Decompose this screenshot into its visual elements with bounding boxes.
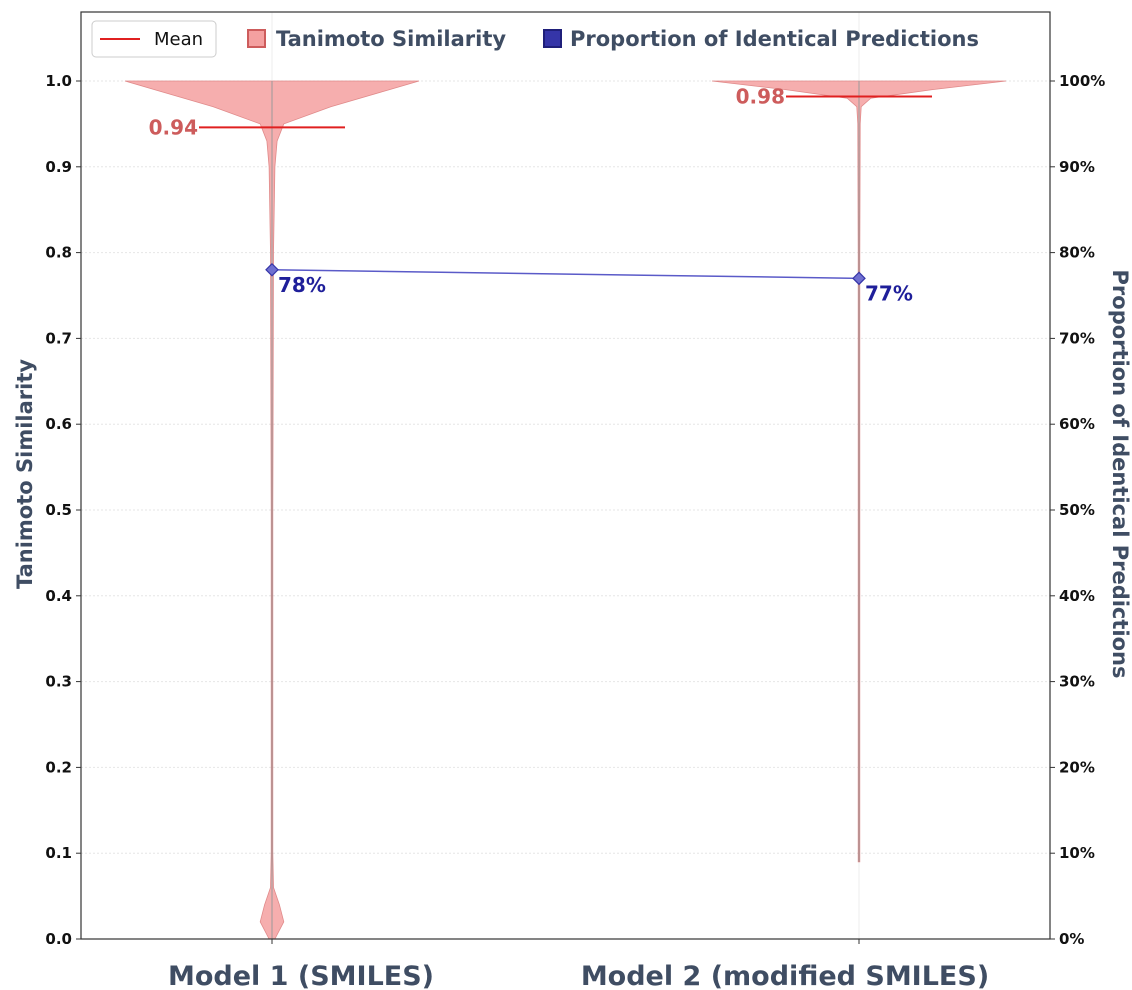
left-axis-title: Tanimoto Similarity — [13, 359, 37, 589]
legend-proportion-swatch — [543, 29, 562, 48]
right-tick-label: 40% — [1059, 587, 1095, 605]
violins — [124, 80, 1007, 940]
legend-mean-box — [91, 20, 217, 58]
left-tick-label: 0.2 — [45, 758, 72, 776]
proportion-value-label: 77% — [865, 281, 913, 305]
left-tick-label: 0.8 — [45, 244, 72, 262]
right-tick-label: 100% — [1059, 72, 1105, 90]
left-tick-label: 0.6 — [45, 415, 72, 433]
left-tick-label: 0.1 — [45, 844, 72, 862]
left-tick-label: 0.4 — [45, 587, 72, 605]
right-tick-label: 20% — [1059, 758, 1095, 776]
proportion-point — [852, 271, 866, 286]
category-label-model-2: Model 2 (modified SMILES) — [581, 961, 989, 990]
right-tick-label: 0% — [1059, 930, 1084, 948]
tick-labels: 0.0 0.1 0.2 0.3 0.4 0.5 0.6 0.7 0.8 0.9 1.0 0% 10% 20… — [45, 72, 1105, 948]
right-axis-title: Proportion of Identical Predictions — [1108, 270, 1132, 679]
grid-lines — [81, 12, 1050, 940]
mean-markers: 0.94 0.98 — [149, 84, 932, 139]
left-tick-label: 0.5 — [45, 501, 72, 519]
right-tick-label: 70% — [1059, 329, 1095, 347]
legend-similarity-label: Tanimoto Similarity — [276, 27, 506, 51]
proportion-point — [265, 262, 279, 277]
plot-border — [80, 11, 1051, 940]
legend-mean-label: Mean — [154, 29, 203, 50]
proportion-value-label: 78% — [278, 273, 326, 297]
mean-value-label: 0.98 — [736, 84, 785, 108]
left-tick-label: 0.0 — [45, 930, 72, 948]
right-tick-label: 90% — [1059, 158, 1095, 176]
left-tick-label: 0.7 — [45, 329, 72, 347]
right-tick-label: 80% — [1059, 244, 1095, 262]
legend-proportion-label: Proportion of Identical Predictions — [570, 27, 979, 51]
right-tick-label: 60% — [1059, 415, 1095, 433]
plot-frame — [80, 11, 1051, 940]
category-label-model-1: Model 1 (SMILES) — [168, 961, 434, 990]
legend: Mean Tanimoto Similarity Proportion of I… — [91, 20, 979, 58]
right-tick-label: 30% — [1059, 673, 1095, 691]
left-tick-label: 0.9 — [45, 158, 72, 176]
proportion-series: 78% 77% — [265, 262, 913, 305]
right-tick-label: 10% — [1059, 844, 1095, 862]
left-tick-label: 0.3 — [45, 673, 72, 691]
proportion-line — [271, 269, 860, 280]
mean-value-label: 0.94 — [149, 115, 198, 139]
legend-similarity-swatch — [247, 29, 266, 48]
right-tick-label: 50% — [1059, 501, 1095, 519]
left-tick-label: 1.0 — [45, 72, 72, 90]
